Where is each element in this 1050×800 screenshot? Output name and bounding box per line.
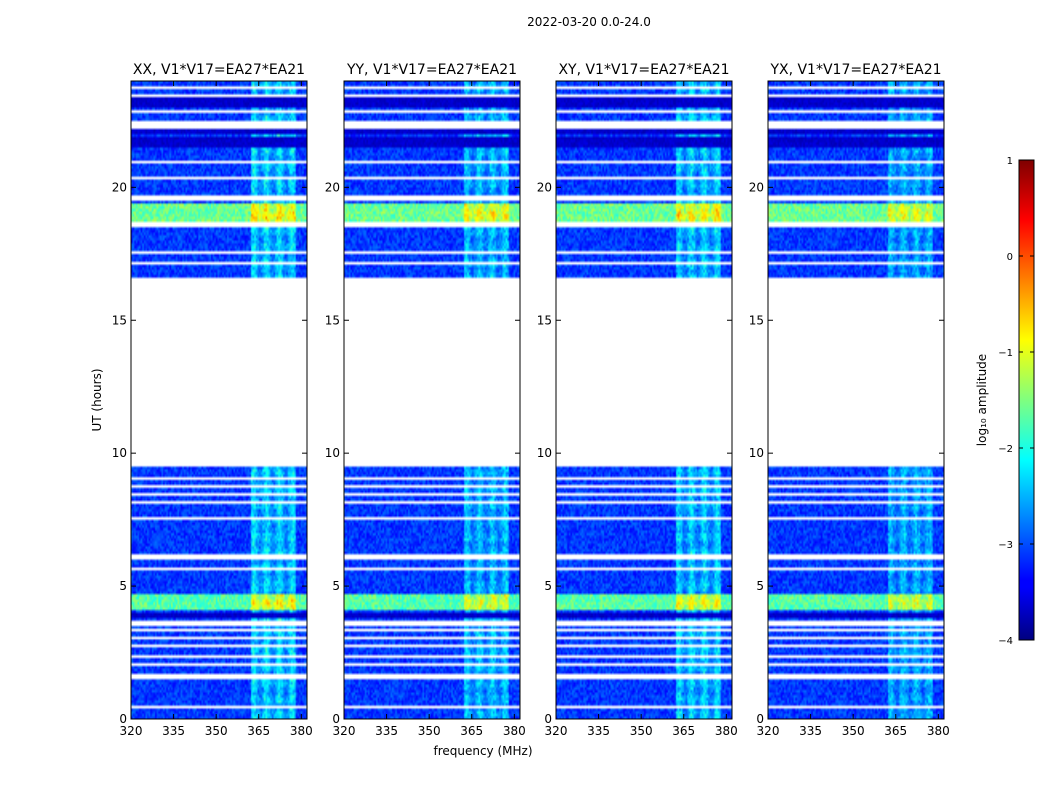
panel-frame (343, 80, 521, 720)
y-tick-label: 15 (749, 313, 764, 327)
x-tick-label: 320 (545, 724, 568, 738)
y-tick-label: 10 (749, 446, 764, 460)
panel-frame (767, 80, 945, 720)
panel-2-image (344, 81, 520, 719)
x-tick-label: 320 (757, 724, 780, 738)
x-tick-label: 335 (375, 724, 398, 738)
panel-3-image (556, 81, 732, 719)
panel-1-image (131, 81, 307, 719)
y-tick-label: 20 (749, 180, 764, 194)
x-tick-label: 365 (247, 724, 270, 738)
panel-1: XX, V1*V17=EA27*EA21 320 335 350 365 380 0 5 10 1… (112, 62, 313, 738)
y-tick-label: 10 (325, 446, 340, 460)
y-tick-label: 5 (756, 579, 764, 593)
x-tick-label: 380 (715, 724, 738, 738)
x-tick-label: 380 (290, 724, 313, 738)
x-tick-label: 365 (884, 724, 907, 738)
x-tick-label: 365 (460, 724, 483, 738)
x-tick-label: 380 (503, 724, 526, 738)
figure-suptitle: 2022-03-20 0.0-24.0 (527, 15, 651, 29)
x-tick-label: 350 (842, 724, 865, 738)
y-tick-label: 5 (544, 579, 552, 593)
panel-3: XY, V1*V17=EA27*EA21 320 335 350 365 380 0 5 10 1… (537, 62, 738, 738)
y-tick-label: 10 (112, 446, 127, 460)
x-tick-label: 320 (120, 724, 143, 738)
y-tick-label: 15 (325, 313, 340, 327)
x-tick-label: 350 (418, 724, 441, 738)
x-tick-label: 335 (587, 724, 610, 738)
panel-frame (555, 80, 733, 720)
y-tick-label: 0 (119, 712, 127, 726)
y-tick-label: 5 (332, 579, 340, 593)
x-tick-label: 335 (799, 724, 822, 738)
colorbar-tick-label: 1 (1007, 156, 1013, 167)
x-tick-label: 335 (162, 724, 185, 738)
y-tick-label: 15 (112, 313, 127, 327)
y-tick-label: 15 (537, 313, 552, 327)
colorbar-tick-label: 0 (1007, 252, 1013, 263)
y-tick-label: 20 (112, 180, 127, 194)
colorbar-tick-label: −2 (998, 444, 1013, 455)
colorbar-label: log₁₀ amplitude (975, 354, 989, 446)
colorbar-tick-label: −1 (998, 348, 1013, 359)
panel-title: XX, V1*V17=EA27*EA21 (133, 62, 305, 78)
colorbar-gradient (1018, 159, 1035, 641)
x-tick-label: 350 (630, 724, 653, 738)
panel-title: YX, V1*V17=EA27*EA21 (769, 62, 941, 78)
panel-4-image (768, 81, 944, 719)
panel-4: YX, V1*V17=EA27*EA21 320 335 350 365 380 0 5 10 1… (749, 62, 950, 738)
colorbar-tick-label: −3 (998, 540, 1013, 551)
x-tick-label: 320 (333, 724, 356, 738)
y-tick-label: 20 (325, 180, 340, 194)
x-tick-label: 365 (672, 724, 695, 738)
y-tick-label: 10 (537, 446, 552, 460)
y-tick-label: 0 (332, 712, 340, 726)
y-axis-label: UT (hours) (90, 368, 104, 431)
colorbar-ticks: 1 0 −1 −2 −3 −4 (998, 156, 1034, 647)
y-tick-label: 0 (756, 712, 764, 726)
panels: XX, V1*V17=EA27*EA21 320 335 350 365 380 0 5 10 1… (112, 62, 950, 738)
colorbar-tick-label: −4 (998, 636, 1013, 647)
panel-title: XY, V1*V17=EA27*EA21 (558, 62, 729, 78)
y-tick-label: 5 (119, 579, 127, 593)
panel-title: YY, V1*V17=EA27*EA21 (346, 62, 517, 78)
x-axis-label: frequency (MHz) (433, 744, 532, 758)
colorbar: 1 0 −1 −2 −3 −4 log₁₀ amplitude (975, 156, 1035, 647)
panel-2: YY, V1*V17=EA27*EA21 320 335 350 365 380 0 5 10 1… (325, 62, 526, 738)
y-tick-label: 20 (537, 180, 552, 194)
x-tick-label: 380 (927, 724, 950, 738)
y-tick-label: 0 (544, 712, 552, 726)
panel-frame (130, 80, 308, 720)
x-tick-label: 350 (205, 724, 228, 738)
